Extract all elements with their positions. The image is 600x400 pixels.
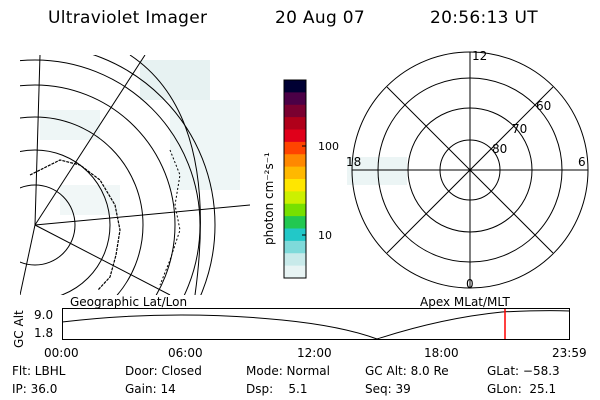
status-filter: Flt: LBHL [12,364,66,378]
altitude-ytick-low: 1.8 [34,326,54,340]
status-ip: IP: 36.0 [12,382,58,396]
right-panel-caption: Apex MLat/MLT [420,295,510,309]
mlt-label-6: 6 [578,155,586,169]
altitude-axis-label: GC Alt [12,310,26,348]
xtick-0000: 00:00 [44,346,79,360]
status-dsp: Dsp: 5.1 [246,382,308,396]
colorbar-segment [284,166,306,180]
status-seq: Seq: 39 [365,382,411,396]
lat-label-70: 70 [512,122,527,136]
header-time: 20:56:13 UT [430,8,538,28]
altitude-strip [62,308,570,340]
status-glon: GLon: 25.1 [487,382,557,396]
header-date: 20 Aug 07 [275,8,365,28]
lat-label-60: 60 [536,99,551,113]
colorbar-segment [284,104,306,118]
colorbar-segment [284,191,306,205]
status-gc-alt: GC Alt: 8.0 Re [365,364,449,378]
xtick-1200: 12:00 [297,346,332,360]
mlt-label-12: 12 [472,49,487,63]
colorbar-unit-label: photon cm⁻²s⁻¹ [262,152,276,245]
instrument-title: Ultraviolet Imager [48,8,208,28]
colorbar-segment [284,141,306,155]
status-mode: Mode: Normal [246,364,330,378]
colorbar-tick-100: 100 [318,140,339,153]
colorbar-segment [284,154,306,168]
colorbar-segment [284,203,306,217]
status-gain: Gain: 14 [125,382,176,396]
colorbar-segment [284,253,306,267]
colorbar [283,79,307,279]
colorbar-segment [284,179,306,192]
mlt-label-18: 18 [346,155,361,169]
apex-polar-plot: 12 18 6 0 60 70 80 [346,49,589,291]
colorbar-segment [284,240,306,254]
status-door: Door: Closed [125,364,202,378]
colorbar-tick-10: 10 [318,229,332,242]
colorbar-segment [284,228,306,242]
altitude-ytick-high: 9.0 [34,308,54,322]
mlt-label-0: 0 [466,277,474,291]
colorbar-segment [284,92,306,106]
xtick-1800: 18:00 [424,346,459,360]
xtick-0600: 06:00 [168,346,203,360]
colorbar-segment [284,129,306,143]
colorbar-segment [284,216,306,229]
colorbar-segment [284,117,306,130]
geographic-map [20,55,250,295]
colorbar-segment [284,80,306,93]
xtick-2359: 23:59 [552,346,587,360]
left-panel-caption: Geographic Lat/Lon [70,295,188,309]
lat-label-80: 80 [492,142,507,156]
status-glat: GLat: −58.3 [487,364,560,378]
colorbar-segment [284,265,306,279]
